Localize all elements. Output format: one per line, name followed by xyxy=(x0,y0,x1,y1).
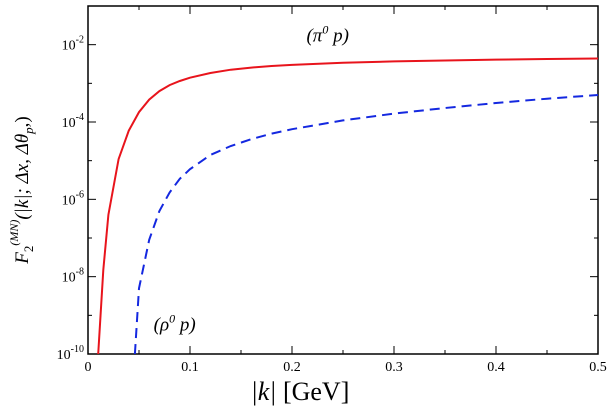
y-tick-label: 10-10 xyxy=(57,344,84,363)
y-tick-label: 10-2 xyxy=(62,35,84,54)
tick-labels: 0 0.1 0.2 0.3 0.4 0.5 10-10 10-8 10-6 10-4 10-2 xyxy=(57,35,607,375)
axis-ticks xyxy=(87,5,599,355)
x-tick-label: 0.5 xyxy=(589,360,607,375)
y-tick-label: 10-8 xyxy=(62,267,84,286)
x-tick-label: 0 xyxy=(85,360,92,375)
data-curves xyxy=(97,57,599,355)
curve-annotations: (π0 p) (ρ0 p) xyxy=(154,23,349,336)
x-axis-title: |k| [GeV] xyxy=(251,377,350,406)
rho0p-annotation: (ρ0 p) xyxy=(154,312,196,336)
plot-frame xyxy=(87,5,599,355)
pi0p-annotation: (π0 p) xyxy=(306,23,348,47)
y-tick-label: 10-4 xyxy=(62,112,84,131)
rho0p-curve xyxy=(133,94,599,355)
x-tick-label: 0.2 xyxy=(283,360,301,375)
pi0p-curve xyxy=(97,57,599,355)
y-tick-label: 10-6 xyxy=(62,189,84,208)
y-axis-title: F2(MN)(|k|; Δx, Δθp,) xyxy=(7,116,36,265)
x-tick-label: 0.4 xyxy=(487,360,505,375)
axis-titles: |k| [GeV] F2(MN)(|k|; Δx, Δθp,) xyxy=(7,116,349,406)
x-tick-label: 0.3 xyxy=(385,360,403,375)
x-tick-label: 0.1 xyxy=(181,360,199,375)
